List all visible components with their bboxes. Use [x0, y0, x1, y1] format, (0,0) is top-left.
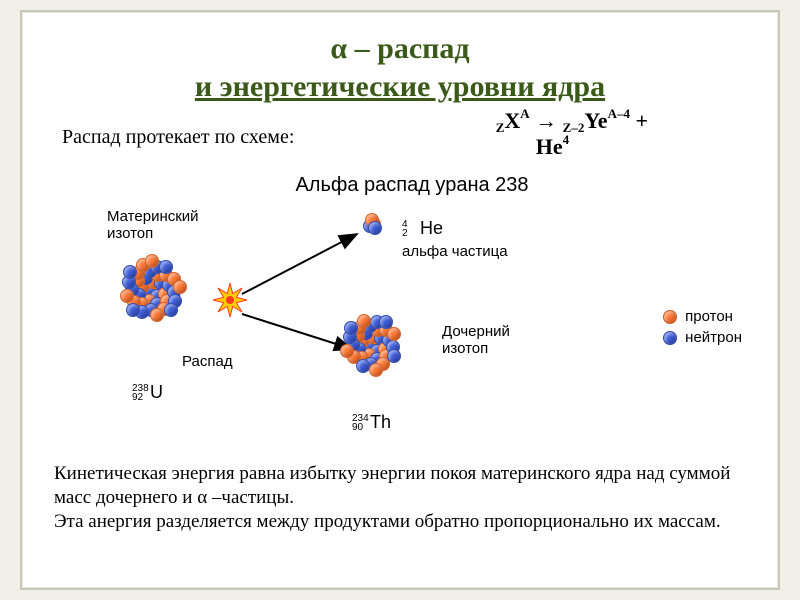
nucleon-icon	[126, 303, 140, 317]
parent-label-text: Материнский изотоп	[107, 208, 199, 242]
f-z: Z	[496, 120, 505, 135]
nucleon-icon	[369, 363, 383, 377]
nucleon-icon	[344, 321, 358, 335]
he-isotope: 4 2 He	[402, 220, 408, 238]
nucleon-icon	[173, 280, 187, 294]
explanation-p1: Кинетическая энергия равна избытку энерг…	[54, 462, 754, 510]
formula-row: Распад протекает по схеме: ZXA → Z–2YeA–…	[22, 120, 778, 180]
alpha-particle	[360, 212, 384, 236]
f-x: X	[504, 108, 520, 133]
alpha-label: альфа частица	[402, 244, 508, 261]
slide-frame: α – распад и энергетические уровни ядра …	[20, 10, 780, 590]
nucleon-icon	[356, 359, 370, 373]
legend-proton-text: протон	[685, 308, 733, 325]
f-he4: 4	[563, 132, 570, 147]
neutron-dot-icon	[663, 331, 677, 345]
legend-neutron: нейтрон	[663, 329, 742, 346]
th-sym: Th	[370, 412, 391, 433]
title-line-2: и энергетические уровни ядра	[22, 68, 778, 106]
title-line-1: α – распад	[22, 30, 778, 68]
f-y: Ye	[584, 108, 607, 133]
slide-title: α – распад и энергетические уровни ядра	[22, 12, 778, 105]
nucleon-icon	[387, 327, 401, 341]
explanation-text: Кинетическая энергия равна избытку энерг…	[54, 462, 754, 533]
nucleon-icon	[340, 344, 354, 358]
decay-burst-icon	[212, 282, 248, 318]
daughter-label: Дочерний изотоп	[442, 324, 510, 357]
daughter-nucleus	[338, 310, 406, 378]
legend: протон нейтрон	[663, 304, 742, 350]
f-he: He	[536, 134, 563, 159]
parent-label: Материнский изотоп	[107, 209, 199, 242]
nucleon-icon	[159, 260, 173, 274]
f-a: A	[520, 106, 529, 121]
parent-nucleus	[116, 253, 188, 325]
daughter-label-text: Дочерний изотоп	[442, 323, 510, 357]
th-z: 90	[352, 423, 369, 432]
legend-neutron-text: нейтрон	[685, 329, 742, 346]
nucleon-icon	[368, 221, 382, 235]
nucleon-icon	[387, 349, 401, 363]
scheme-text: Распад протекает по схеме:	[62, 126, 294, 149]
proton-dot-icon	[663, 310, 677, 324]
nucleon-icon	[150, 308, 164, 322]
u-z: 92	[132, 393, 149, 402]
decay-diagram: Альфа распад урана 238 Материнский изото…	[52, 174, 772, 454]
decay-label: Распад	[182, 354, 233, 371]
he-z: 2	[402, 229, 408, 238]
decay-formula: ZXA → Z–2YeA–4 + He4	[496, 108, 648, 160]
diagram-title: Альфа распад урана 238	[52, 174, 772, 197]
th-isotope: 234 90 Th	[352, 414, 369, 432]
nucleon-icon	[357, 314, 371, 328]
he-sym: He	[420, 218, 443, 239]
f-arrow: →	[535, 108, 557, 133]
nucleon-icon	[164, 303, 178, 317]
legend-proton: протон	[663, 308, 742, 325]
explanation-p2: Эта анергия разделяется между продуктами…	[54, 510, 754, 534]
u-isotope: 238 92 U	[132, 384, 149, 402]
u-sym: U	[150, 382, 163, 403]
f-plus: +	[635, 108, 648, 133]
nucleon-icon	[120, 289, 134, 303]
f-a4: A–4	[608, 106, 630, 121]
nucleon-icon	[145, 254, 159, 268]
